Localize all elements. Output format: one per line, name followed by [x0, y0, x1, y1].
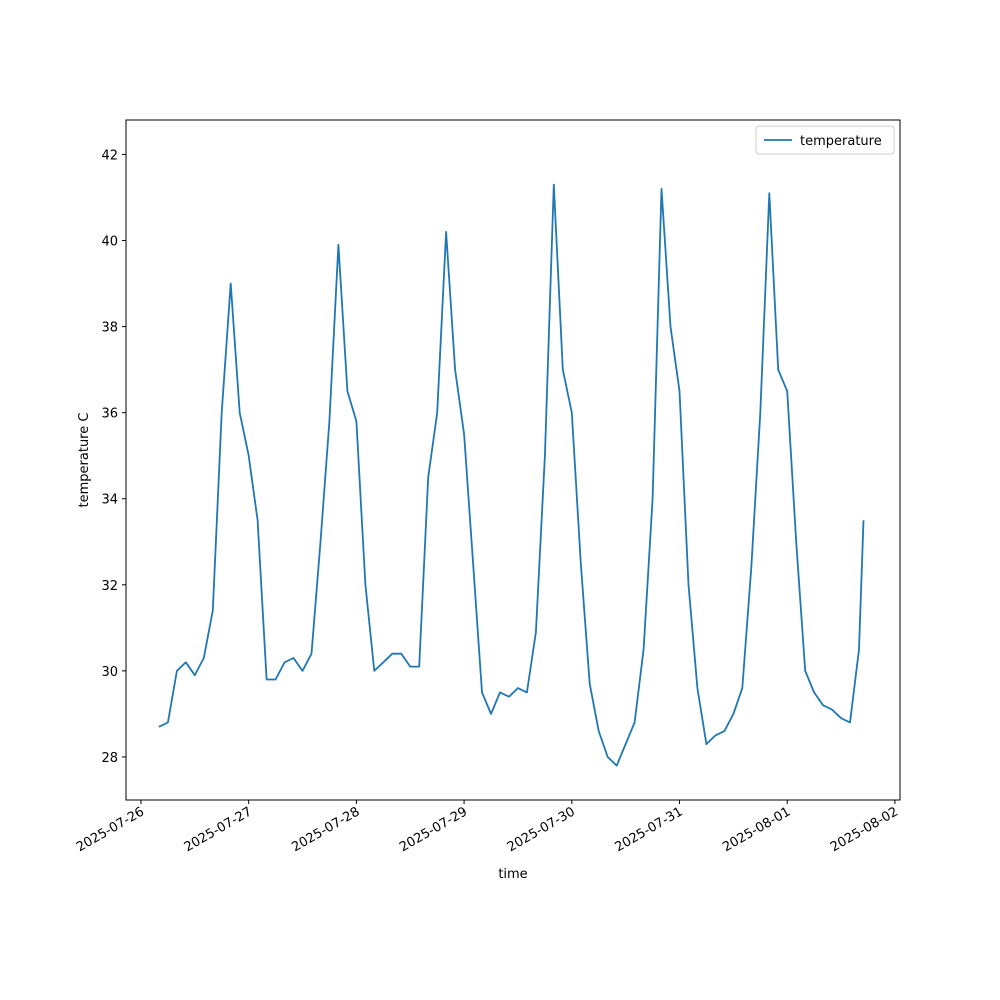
y-tick-label: 28: [101, 751, 118, 766]
x-tick-label: 2025-08-01: [720, 804, 793, 855]
x-tick-label: 2025-07-31: [613, 804, 686, 855]
y-tick-label: 30: [101, 665, 118, 680]
y-tick-label: 36: [101, 407, 118, 422]
x-tick-label: 2025-07-28: [289, 804, 362, 855]
y-tick-label: 32: [101, 579, 118, 594]
y-tick-label: 34: [101, 493, 118, 508]
x-tick-label: 2025-07-29: [397, 804, 470, 855]
x-tick-label: 2025-07-30: [505, 804, 578, 855]
x-axis-label: time: [498, 867, 527, 882]
y-axis-label: temperature C: [77, 413, 92, 508]
data-line: [158, 183, 865, 767]
x-tick-label: 2025-08-02: [828, 804, 901, 855]
x-tick-label: 2025-07-27: [182, 804, 255, 855]
plot-frame: [125, 119, 901, 801]
legend-box: [755, 125, 895, 155]
y-tick-label: 42: [101, 148, 118, 163]
legend-label: temperature: [800, 134, 882, 149]
y-tick-label: 40: [101, 235, 118, 250]
x-tick-label: 2025-07-26: [74, 804, 147, 855]
y-tick-label: 38: [101, 321, 118, 336]
